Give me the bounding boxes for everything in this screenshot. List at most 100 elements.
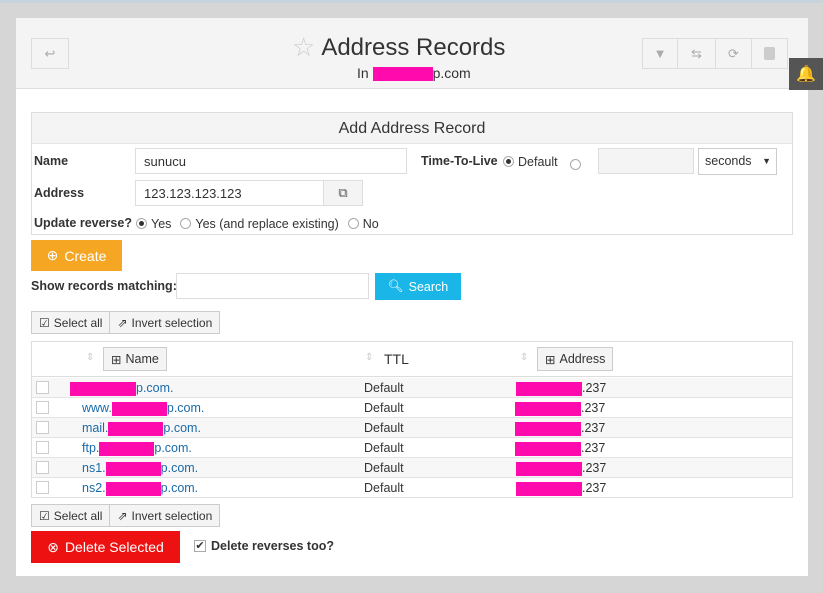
delete-label: Delete Selected: [64, 539, 164, 555]
column-header-ttl[interactable]: TTL: [384, 351, 409, 367]
name-prefix: mail.: [82, 421, 109, 435]
radio[interactable]: [136, 218, 147, 229]
delete-reverses-option[interactable]: ✔ Delete reverses too?: [194, 539, 334, 553]
address-suffix: .237: [581, 421, 606, 435]
name-suffix: p.com.: [160, 461, 199, 475]
reverse-label: Update reverse?: [34, 216, 132, 230]
name-prefix: ns2.: [82, 481, 106, 495]
reverse-yes-replace-text: Yes (and replace existing): [195, 217, 339, 231]
select-all-label: Select all: [53, 315, 103, 330]
address-suffix: .237: [581, 441, 606, 455]
check-square-icon: ☑: [39, 315, 50, 330]
address-suffix: .237: [582, 461, 607, 475]
reverse-no[interactable]: No: [347, 217, 379, 231]
ttl-unit-value: seconds: [705, 154, 752, 168]
create-button[interactable]: ⊕ Create: [31, 240, 122, 271]
back-button[interactable]: ↩: [31, 38, 69, 69]
selection-toolbar-bottom: ☑ Select all ⇗ Invert selection: [31, 504, 221, 527]
radio[interactable]: [347, 218, 359, 229]
filter-icon: ▼: [653, 46, 667, 61]
redaction: [105, 461, 161, 476]
ttl-default-radio[interactable]: [503, 156, 514, 167]
reverse-yes-text: Yes: [151, 217, 172, 231]
name-suffix: p.com.: [136, 381, 174, 395]
record-address: .237: [516, 481, 606, 496]
stop-button[interactable]: [752, 38, 788, 69]
radio[interactable]: [180, 218, 192, 229]
ttl-custom-radio[interactable]: [570, 159, 581, 170]
delete-selected-button[interactable]: ⊗ Delete Selected: [31, 531, 180, 563]
invert-selection-button[interactable]: ⇗ Invert selection: [110, 311, 221, 334]
record-address: .237: [516, 381, 606, 396]
row-checkbox[interactable]: [36, 441, 49, 454]
record-name-link[interactable]: ns2. p.com.: [82, 481, 198, 496]
search-button-label: Search: [408, 279, 449, 294]
reverse-yes-replace[interactable]: Yes (and replace existing): [180, 217, 339, 231]
reverse-yes[interactable]: Yes: [136, 217, 171, 231]
search-label: Show records matching:: [31, 279, 177, 293]
name-suffix: p.com.: [166, 401, 205, 415]
invert-label: Invert selection: [131, 315, 213, 330]
record-name-link[interactable]: mail. p.com.: [82, 421, 201, 436]
delete-reverses-checkbox[interactable]: ✔: [194, 540, 206, 552]
sort-icon[interactable]: ⇕: [365, 352, 374, 363]
check-square-icon: ☑: [39, 508, 50, 523]
ttl-default-text: Default: [518, 155, 558, 169]
column-header-name[interactable]: ⊞ Name: [103, 347, 167, 371]
invert-selection-button[interactable]: ⇗ Invert selection: [110, 504, 221, 527]
name-suffix: p.com.: [160, 481, 199, 495]
select-all-button[interactable]: ☑ Select all: [31, 504, 111, 527]
ttl-default-option[interactable]: Default: [503, 155, 558, 169]
table-row: www. p.com. Default .237: [32, 398, 792, 418]
table-row: ftp. p.com. Default .237: [32, 438, 792, 458]
subtitle-domain: p.com: [432, 65, 471, 81]
sort-icon[interactable]: ⇕: [520, 352, 529, 363]
select-all-label: Select all: [53, 508, 103, 523]
page-title: Address Records: [321, 33, 506, 61]
top-border: [0, 0, 823, 3]
column-header-address[interactable]: ⊞ Address: [537, 347, 614, 371]
table-row: ns2. p.com. Default .237: [32, 478, 792, 498]
reverse-options: Yes Yes (and replace existing) No: [136, 217, 379, 231]
select-all-button[interactable]: ☑ Select all: [31, 311, 111, 334]
filter-button[interactable]: ▼: [642, 38, 678, 69]
record-name-link[interactable]: www. p.com.: [82, 401, 204, 416]
record-name-link[interactable]: ftp. p.com.: [82, 441, 192, 456]
name-suffix: p.com.: [163, 421, 201, 435]
row-checkbox[interactable]: [36, 421, 49, 434]
retweet-button[interactable]: ⇆: [678, 38, 716, 69]
table-row: p.com. Default .237: [32, 378, 792, 398]
name-input[interactable]: [135, 148, 407, 174]
page-subtitle: In p.com: [357, 65, 471, 82]
share-square-icon: ⇗: [117, 315, 128, 330]
refresh-button[interactable]: ⟳: [716, 38, 752, 69]
record-name-link[interactable]: p.com.: [70, 381, 174, 396]
row-checkbox[interactable]: [36, 461, 49, 474]
column-name-label: Name: [125, 352, 159, 366]
star-icon[interactable]: ☆: [292, 32, 316, 62]
ttl-input[interactable]: [598, 148, 694, 174]
stop-icon: [764, 47, 775, 60]
search-button[interactable]: 🔍︎ Search: [375, 273, 461, 300]
record-address: .237: [515, 401, 605, 416]
name-suffix: p.com.: [154, 441, 192, 455]
plus-square-icon: ⊞: [545, 352, 556, 367]
record-ttl: Default: [364, 441, 404, 455]
redaction: [516, 481, 582, 496]
record-address: .237: [516, 461, 606, 476]
search-input[interactable]: [176, 273, 369, 299]
delete-reverses-label: Delete reverses too?: [211, 539, 334, 553]
row-checkbox[interactable]: [36, 401, 49, 414]
row-checkbox[interactable]: [36, 481, 49, 494]
row-checkbox[interactable]: [36, 381, 49, 394]
reverse-no-text: No: [362, 217, 379, 231]
ttl-unit-select[interactable]: seconds ▼: [698, 148, 777, 175]
sort-icon[interactable]: ⇕: [86, 352, 95, 363]
subtitle-prefix: In: [357, 65, 369, 81]
address-input[interactable]: [135, 180, 324, 206]
copy-address-button[interactable]: ⧉: [323, 180, 363, 206]
record-name-link[interactable]: ns1. p.com.: [82, 461, 198, 476]
notifications-button[interactable]: 🔔: [789, 58, 823, 90]
return-arrow-icon: ↩: [44, 45, 56, 61]
record-ttl: Default: [364, 481, 404, 495]
